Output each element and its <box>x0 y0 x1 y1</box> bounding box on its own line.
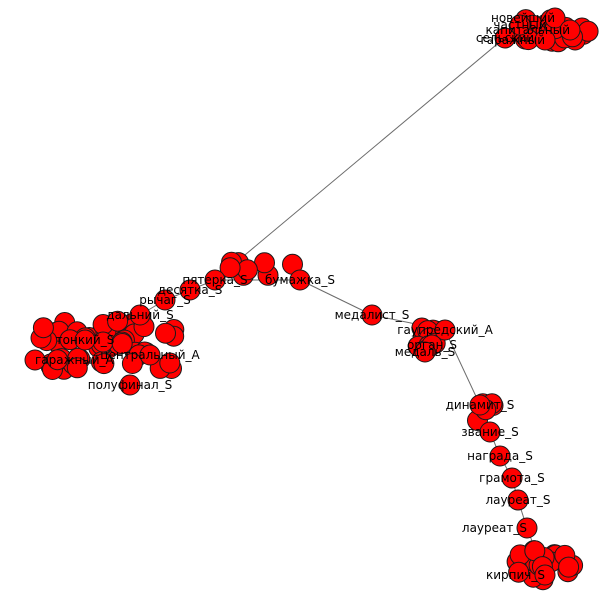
node-label: капитальный <box>486 23 570 37</box>
graph-node-cluster-member <box>93 353 115 375</box>
graph-node <box>516 517 538 539</box>
graph-edge <box>214 24 521 281</box>
node-label: лауреат_S <box>462 521 527 535</box>
graph-node <box>74 329 96 351</box>
graph-node-cluster-member <box>111 333 133 354</box>
graph-node <box>489 445 511 467</box>
graph-node <box>154 289 176 311</box>
graph-node <box>24 349 46 371</box>
node-label: центральный_A <box>100 348 200 362</box>
graph-node <box>544 7 566 29</box>
graph-node-cluster-member <box>558 556 580 578</box>
node-label: гаупредский_A <box>397 323 493 337</box>
node-label: тонкий_S <box>56 333 115 347</box>
node-label: полуфинал_S <box>88 378 173 392</box>
graph-node <box>501 467 523 489</box>
node-layer <box>24 7 599 591</box>
node-label: медаль_S <box>395 345 455 359</box>
node-label: грамота_S <box>479 471 545 485</box>
node-label: сельский <box>476 31 534 45</box>
graph-node-cluster-member <box>219 257 241 279</box>
node-label: орган_S <box>407 338 457 352</box>
node-label: десятка_S <box>158 283 223 297</box>
graph-node <box>361 304 383 326</box>
graph-node-cluster-member <box>32 317 54 339</box>
node-label: рычаг_S <box>139 293 190 307</box>
edge-layer <box>34 24 546 576</box>
graph-node <box>469 394 491 416</box>
graph-node <box>479 421 501 443</box>
node-label: звание_S <box>461 425 518 439</box>
node-label: новейший <box>491 11 555 25</box>
node-label: дальний_S <box>106 308 173 322</box>
graph-node-cluster-member <box>159 352 181 374</box>
graph-node <box>289 269 311 291</box>
node-label: бумажка_S <box>265 273 335 287</box>
graph-node-cluster-member <box>107 310 129 332</box>
graph-node <box>507 489 529 511</box>
graph-node <box>179 279 201 301</box>
node-label: динамит_S <box>446 398 515 412</box>
node-label: пятерка_S <box>182 273 247 287</box>
graph-node <box>559 19 581 41</box>
node-label: частный <box>493 18 546 32</box>
graph-edge <box>444 329 481 406</box>
graph-node <box>434 319 456 341</box>
graph-node-cluster-member <box>47 349 68 371</box>
graph-node-cluster-member <box>508 561 530 583</box>
graph-edge <box>299 279 373 316</box>
node-label: награда_S <box>467 449 533 463</box>
graph-node <box>534 29 556 51</box>
graph-node <box>139 344 161 366</box>
node-label: кирпич_S <box>486 568 545 582</box>
node-label: медалист_S <box>335 308 410 322</box>
node-label: гаражный_A <box>35 353 115 367</box>
graph-node-cluster-member <box>66 357 88 379</box>
graph-node-cluster-member <box>155 322 176 344</box>
graph-node <box>129 304 151 326</box>
graph-node <box>119 374 141 396</box>
graph-node-cluster-member <box>121 353 143 374</box>
node-label: лауреат_S <box>485 493 550 507</box>
graph-node <box>534 564 556 586</box>
graph-node <box>494 27 516 49</box>
graph-node <box>414 341 436 363</box>
graph-node <box>509 14 531 36</box>
node-label: гаражный <box>480 33 545 47</box>
graph-node <box>204 269 226 291</box>
